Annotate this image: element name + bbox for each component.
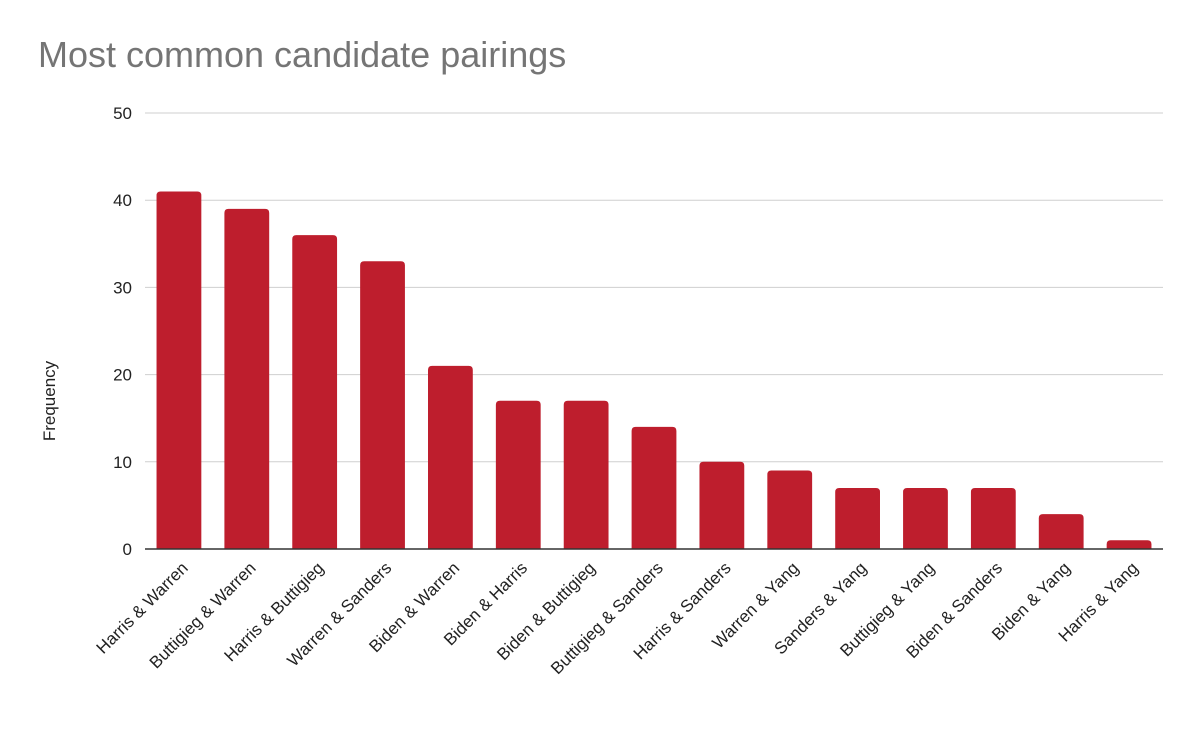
bar xyxy=(631,426,677,549)
x-tick-label: Buttigieg & Sanders xyxy=(547,558,667,678)
y-tick-label: 30 xyxy=(113,278,132,297)
bar xyxy=(1038,514,1084,549)
y-tick-label: 50 xyxy=(113,104,132,123)
bar xyxy=(563,400,609,549)
bar xyxy=(970,487,1016,549)
bars xyxy=(156,191,1152,550)
bar xyxy=(292,235,338,549)
bar xyxy=(495,400,541,549)
y-axis-tick-labels: 0 10 20 30 40 50 xyxy=(113,104,132,559)
bar xyxy=(360,261,405,549)
y-tick-label: 0 xyxy=(123,540,132,559)
bar xyxy=(835,487,880,549)
bar xyxy=(156,191,202,550)
y-tick-label: 10 xyxy=(113,453,132,472)
bar xyxy=(1106,540,1152,549)
y-axis-title: Frequency xyxy=(40,360,59,441)
y-tick-label: 40 xyxy=(113,191,132,210)
bar xyxy=(224,208,270,550)
y-tick-label: 20 xyxy=(113,366,132,385)
bar xyxy=(428,365,473,549)
bar xyxy=(767,470,813,549)
bar xyxy=(699,461,745,549)
bar xyxy=(903,487,948,549)
chart-title: Most common candidate pairings xyxy=(38,34,567,75)
